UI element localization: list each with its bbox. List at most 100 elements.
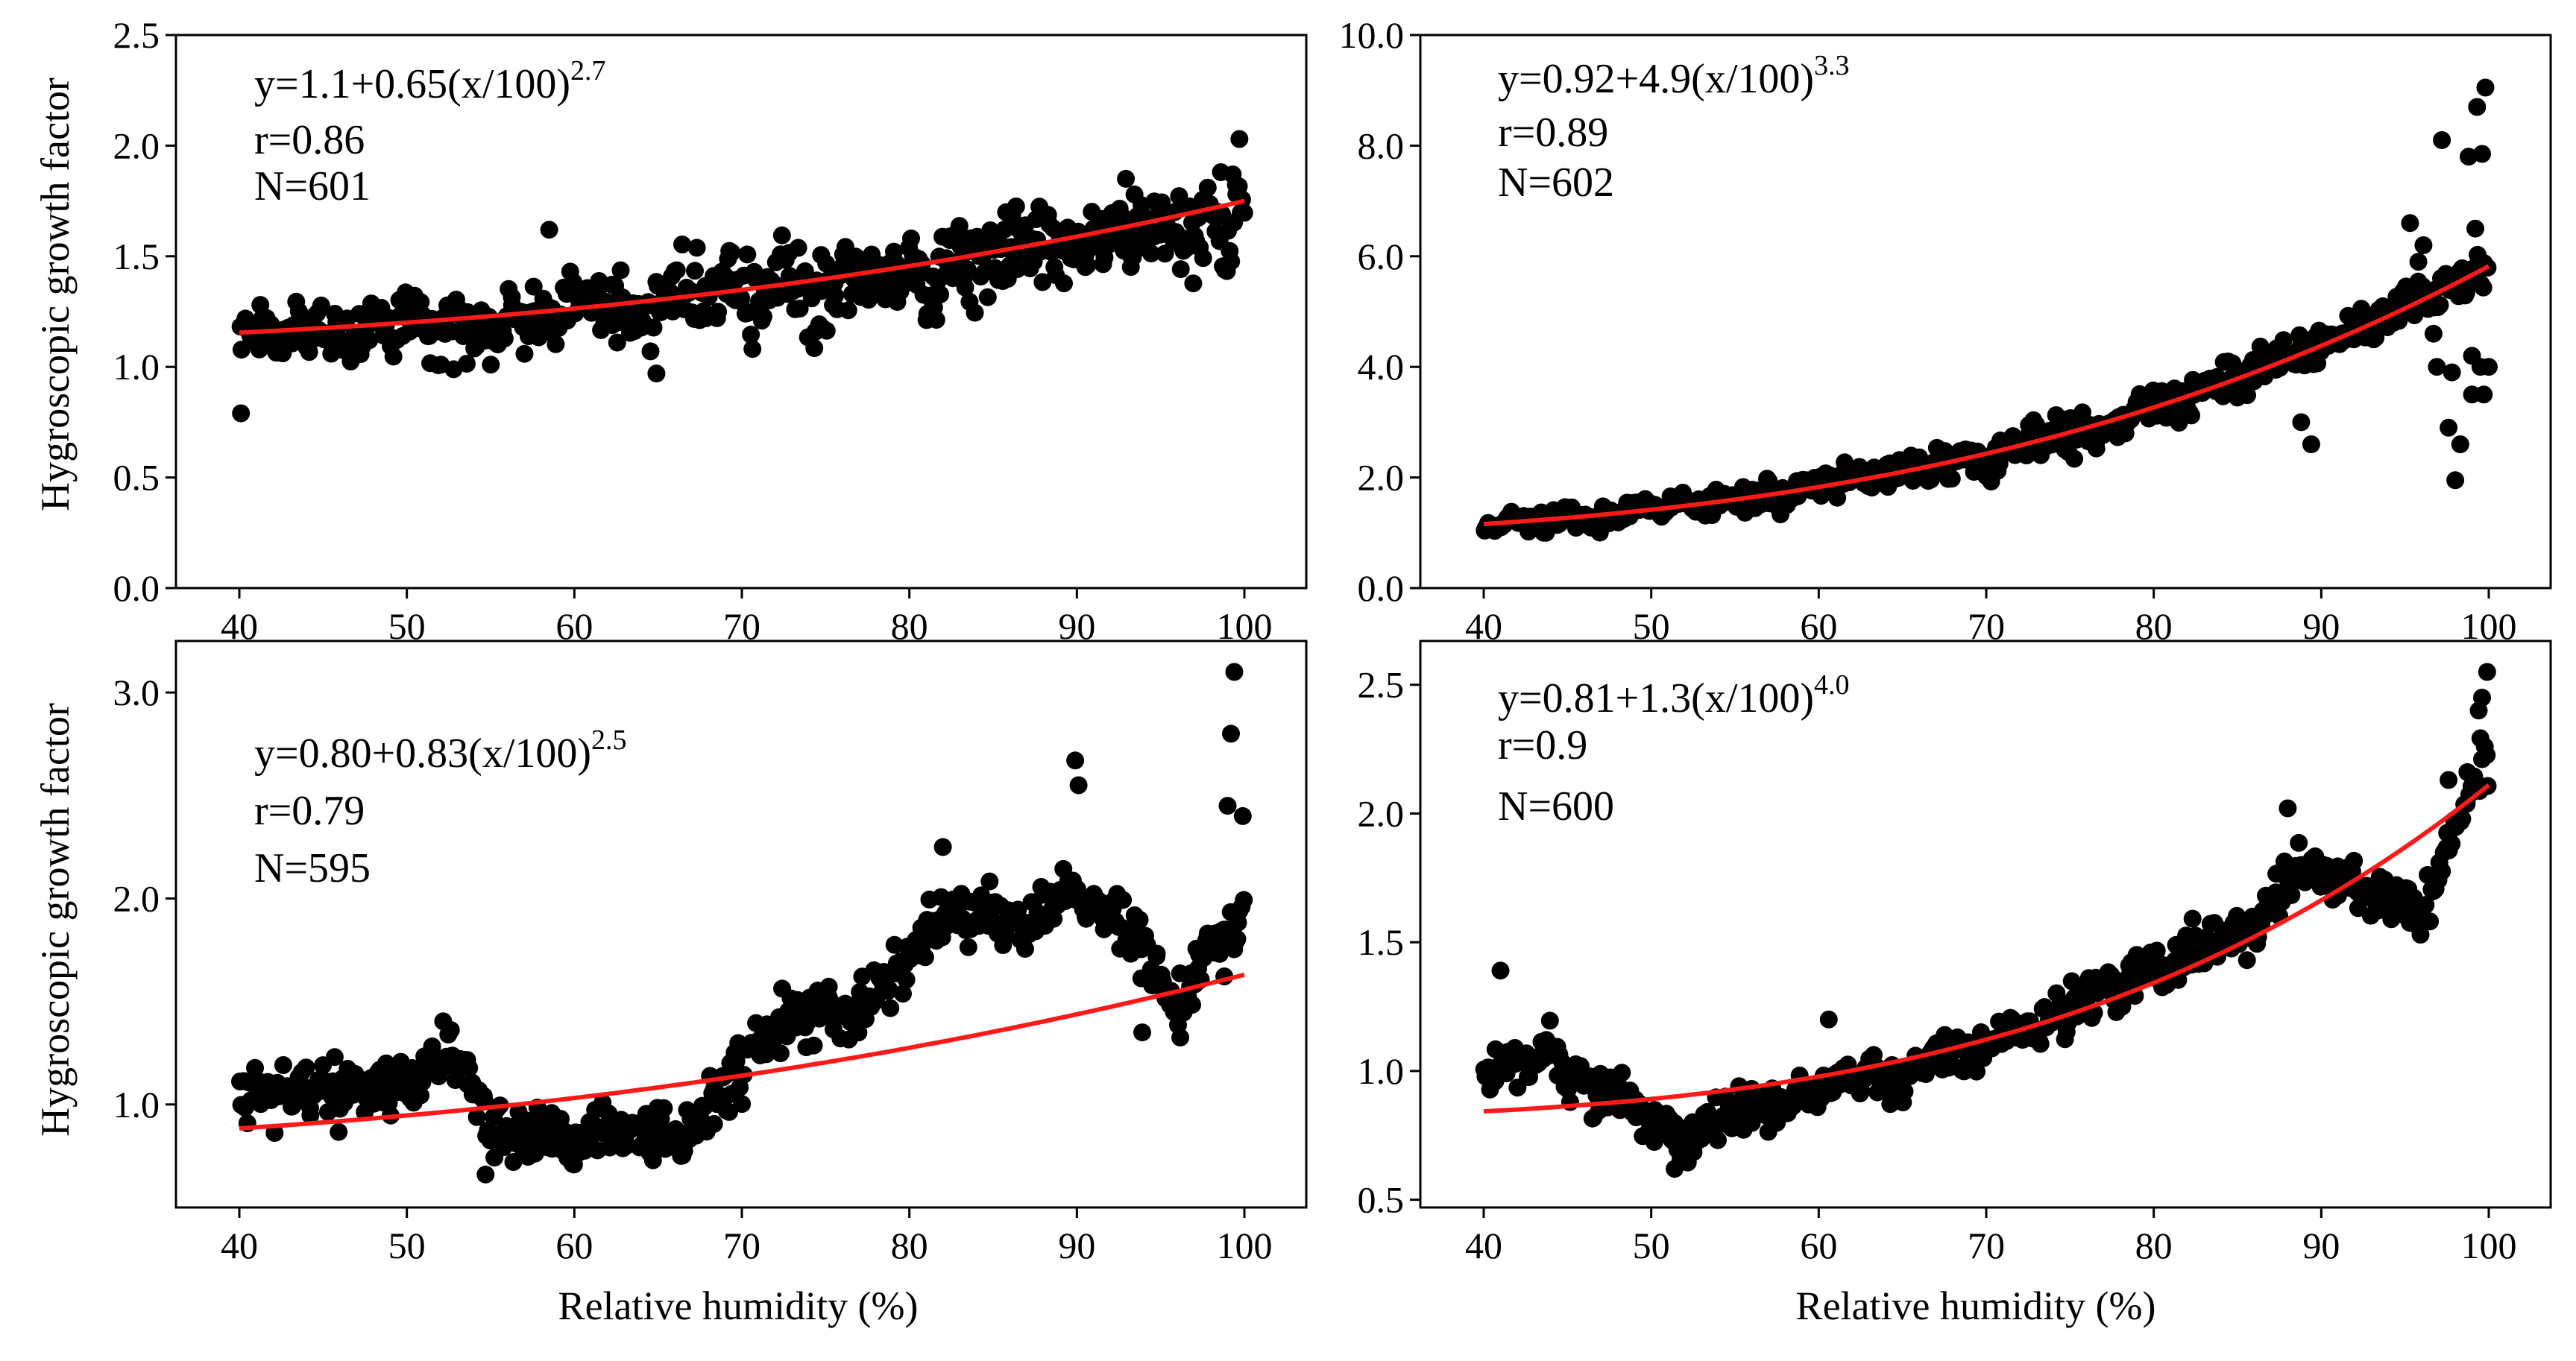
sample-count: N=595 bbox=[254, 845, 371, 891]
data-point bbox=[933, 838, 952, 856]
data-point bbox=[2238, 386, 2256, 405]
data-point bbox=[2460, 148, 2478, 166]
data-point bbox=[1133, 1023, 1151, 1042]
fit-equation: y=1.1+0.65(x/100)2.7 bbox=[254, 55, 606, 107]
y-tick-label: 8.0 bbox=[1358, 124, 1405, 166]
data-point bbox=[1968, 1062, 1985, 1081]
data-point bbox=[849, 1023, 868, 1042]
data-point bbox=[360, 331, 379, 350]
data-point bbox=[1235, 891, 1253, 909]
data-point bbox=[325, 1048, 344, 1067]
data-point bbox=[330, 1122, 348, 1141]
y-axis-title-top: Hygroscopic growth factor bbox=[33, 78, 78, 511]
data-point bbox=[1008, 260, 1027, 279]
data-point bbox=[805, 339, 824, 358]
data-point bbox=[1819, 1010, 1838, 1029]
y-tick-label: 2.0 bbox=[113, 877, 160, 919]
data-point bbox=[2065, 449, 2084, 468]
data-point bbox=[880, 980, 898, 999]
data-point bbox=[1124, 248, 1142, 267]
data-point bbox=[2431, 296, 2449, 315]
data-point bbox=[647, 364, 666, 383]
panel-bottom-right: 40 50 60 70 80 90 100 0.5 1.0 1.5 2.0 2.5 y=0.81+1.… bbox=[1358, 640, 2552, 1266]
data-point bbox=[790, 300, 809, 318]
y-tick-label: 1.5 bbox=[113, 236, 160, 277]
data-point bbox=[246, 1058, 264, 1077]
data-point bbox=[1183, 996, 1201, 1014]
data-point bbox=[1142, 244, 1160, 263]
x-tick-label: 100 bbox=[1217, 1225, 1273, 1266]
data-point bbox=[720, 1102, 738, 1121]
data-point bbox=[950, 217, 969, 236]
data-point bbox=[980, 872, 999, 891]
data-point bbox=[2424, 324, 2443, 343]
data-point bbox=[1078, 256, 1097, 274]
x-tick-label: 80 bbox=[2135, 1225, 2173, 1266]
data-point bbox=[2073, 403, 2091, 422]
data-point bbox=[1066, 751, 1085, 770]
x-tick-label: 60 bbox=[555, 1225, 593, 1266]
panel-bottom-left: 40 50 60 70 80 90 100 1.0 2.0 3.0 y=0.80+0.83(x/1… bbox=[113, 640, 1308, 1266]
data-point bbox=[1222, 724, 1240, 743]
data-point bbox=[742, 325, 760, 344]
data-point bbox=[2443, 834, 2461, 853]
data-point bbox=[2473, 145, 2491, 163]
data-point bbox=[1218, 797, 1237, 815]
x-tick-label: 60 bbox=[1800, 1225, 1837, 1266]
data-point bbox=[2478, 746, 2496, 764]
data-point bbox=[1156, 244, 1174, 263]
data-point bbox=[2421, 912, 2440, 931]
data-point bbox=[981, 221, 1000, 239]
data-point bbox=[894, 276, 913, 294]
data-point bbox=[2292, 413, 2311, 432]
correlation-coefficient: r=0.89 bbox=[1498, 110, 1608, 156]
data-point bbox=[2183, 909, 2202, 928]
data-point bbox=[515, 344, 534, 363]
fit-curve bbox=[239, 198, 1245, 335]
correlation-coefficient: r=0.79 bbox=[254, 788, 365, 834]
data-point bbox=[2428, 358, 2446, 376]
data-point bbox=[727, 1052, 746, 1070]
data-point bbox=[956, 278, 974, 297]
data-point bbox=[667, 261, 686, 280]
x-tick-label: 100 bbox=[2461, 1225, 2517, 1266]
data-point bbox=[2480, 358, 2498, 376]
y-axis-title-bottom: Hygroscopic growth factor bbox=[33, 703, 78, 1137]
data-point bbox=[839, 301, 857, 320]
data-point bbox=[2433, 862, 2451, 880]
data-point bbox=[931, 285, 950, 303]
data-point bbox=[1235, 203, 1253, 222]
data-point bbox=[1114, 891, 1133, 909]
data-point bbox=[826, 286, 844, 305]
data-point bbox=[2440, 771, 2458, 789]
data-point bbox=[673, 236, 691, 253]
data-point bbox=[1033, 273, 1052, 291]
y-tick-label: 2.0 bbox=[1358, 792, 1405, 834]
data-point bbox=[2345, 851, 2364, 870]
data-point bbox=[2476, 78, 2495, 97]
x-axis-title-right: Relative humidity (%) bbox=[1796, 1283, 2156, 1328]
data-point bbox=[1198, 178, 1217, 197]
data-point bbox=[540, 221, 558, 239]
data-point bbox=[738, 245, 757, 264]
data-point bbox=[643, 1151, 662, 1169]
data-point bbox=[2468, 98, 2487, 116]
y-tick-label: 2.0 bbox=[113, 124, 160, 166]
data-point bbox=[547, 335, 565, 353]
x-tick-label: 70 bbox=[723, 1225, 760, 1266]
data-point bbox=[2466, 219, 2484, 238]
data-point bbox=[1171, 260, 1190, 279]
data-point bbox=[958, 260, 977, 279]
y-tick-label: 2.0 bbox=[1358, 457, 1405, 499]
data-point bbox=[817, 321, 836, 340]
data-point bbox=[608, 333, 626, 352]
x-axis-title-left: Relative humidity (%) bbox=[558, 1283, 919, 1328]
data-point bbox=[1015, 940, 1034, 958]
data-point bbox=[996, 926, 1015, 945]
y-tick-label: 1.0 bbox=[113, 346, 160, 388]
data-point bbox=[384, 347, 403, 366]
correlation-coefficient: r=0.9 bbox=[1498, 722, 1587, 768]
data-point bbox=[297, 1058, 315, 1077]
data-point bbox=[495, 329, 514, 347]
